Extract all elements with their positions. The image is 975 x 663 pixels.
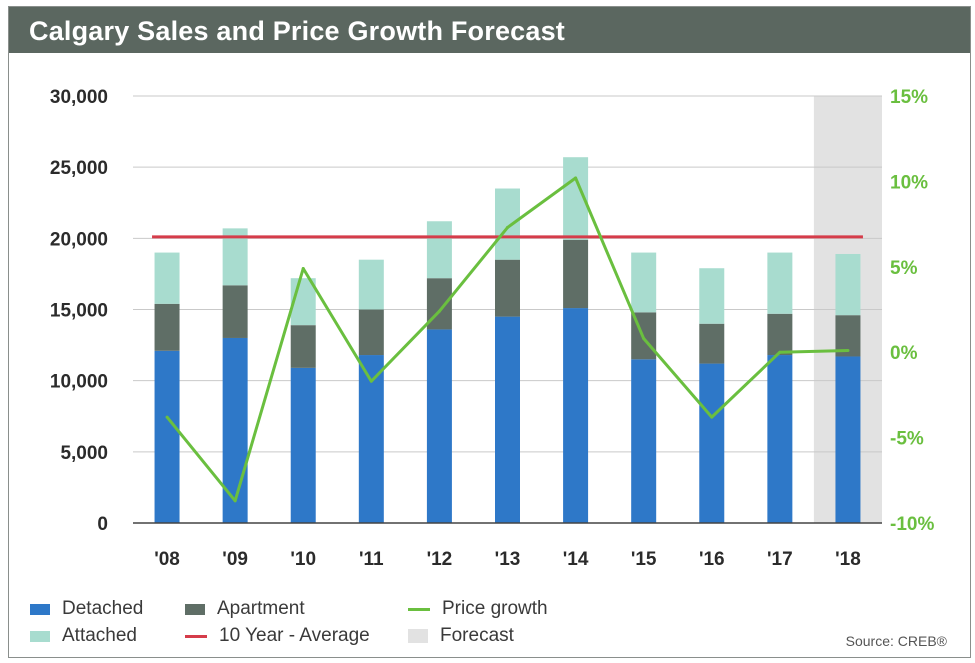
x-tick-label: '09 [222,549,248,570]
bar-apartment [563,239,589,309]
y-tick-label: 20,000 [50,229,108,250]
x-tick-label: '13 [495,549,521,570]
price-growth-point [233,499,237,503]
bar-apartment [222,285,248,338]
price-growth-point [846,348,850,352]
bar-detached [426,329,452,523]
legend-item-apartment: Apartment [185,598,305,620]
legend-label-price-growth: Price growth [442,598,548,619]
price-growth-point [642,337,646,341]
x-tick-label: '15 [631,549,657,570]
price-growth-point [165,415,169,419]
legend-swatch-apartment [185,603,205,615]
y-tick-label: 30,000 [50,87,108,108]
x-tick-label: '14 [563,549,589,570]
legend-swatch-forecast [408,629,428,643]
bar-attached [699,268,725,324]
bar-apartment [767,313,793,356]
y2-tick-label: -10% [890,514,934,535]
legend-item-forecast: Forecast [408,625,514,647]
bar-attached [631,252,657,313]
price-growth-point [778,350,782,354]
bar-apartment [358,309,384,356]
legend-item-price-growth: Price growth [408,598,548,620]
legend-item-attached: Attached [30,625,137,647]
bar-detached [290,367,316,523]
legend-item-detached: Detached [30,598,143,620]
x-tick-label: '16 [699,549,725,570]
x-tick-label: '12 [427,549,453,570]
bar-detached [222,337,248,523]
legend: Detached Attached Apartment 10 Year - Av… [30,598,650,658]
bar-detached [631,359,657,523]
bar-detached [835,356,861,523]
legend-swatch-average [185,634,207,638]
y2-tick-label: 0% [890,343,918,364]
price-growth-point [574,176,578,180]
bar-apartment [154,303,180,351]
legend-label-attached: Attached [62,625,137,646]
bar-attached [767,252,793,314]
y-tick-label: 25,000 [50,158,108,179]
x-tick-label: '11 [359,549,384,570]
bar-apartment [699,323,725,364]
chart-svg: 0 5,000 10,000 15,000 20,000 25,000 30,000 -10%… [50,87,935,570]
y2-tick-label: -5% [890,429,924,450]
legend-swatch-attached [30,630,50,642]
y-tick-label: 10,000 [50,372,108,393]
y-tick-label: 0 [97,514,108,535]
bar-attached [358,259,384,310]
legend-item-average: 10 Year - Average [185,625,370,647]
legend-swatch-detached [30,603,50,615]
price-growth-point [369,379,373,383]
bar-detached [358,355,384,523]
x-tick-label: '17 [767,549,793,570]
bar-apartment [290,325,316,368]
chart-title: Calgary Sales and Price Growth Forecast [29,16,566,46]
y-tick-label: 5,000 [60,443,108,464]
x-tick-label: '08 [154,549,180,570]
legend-label-average: 10 Year - Average [219,625,370,646]
bar-attached [154,252,180,304]
x-tick-label: '18 [835,549,861,570]
bar-apartment [495,259,520,317]
price-growth-point [710,415,714,419]
bar-detached [767,355,793,523]
x-tick-label: '10 [290,549,316,570]
legend-label-detached: Detached [62,598,144,619]
title-bar: Calgary Sales and Price Growth Forecast [9,7,970,53]
legend-label-apartment: Apartment [217,598,305,619]
source-note: Source: CREB® [845,633,947,649]
price-growth-point [301,267,305,271]
chart-frame: Calgary Sales and Price Growth Forecast [8,6,971,658]
y2-tick-label: 15% [890,87,928,108]
bar-detached [154,350,180,523]
bar-attached [835,253,861,316]
y2-tick-label: 5% [890,258,918,279]
bar-detached [699,363,725,523]
y-tick-label: 15,000 [50,301,108,322]
bar-detached [495,316,520,523]
legend-label-forecast: Forecast [440,625,514,646]
bar-detached [563,308,589,523]
bar-attached [495,188,520,260]
price-growth-point [506,226,509,230]
bar-attached [426,221,452,279]
legend-swatch-price-growth [408,607,430,611]
y2-tick-label: 10% [890,172,928,193]
price-growth-point [437,309,441,313]
